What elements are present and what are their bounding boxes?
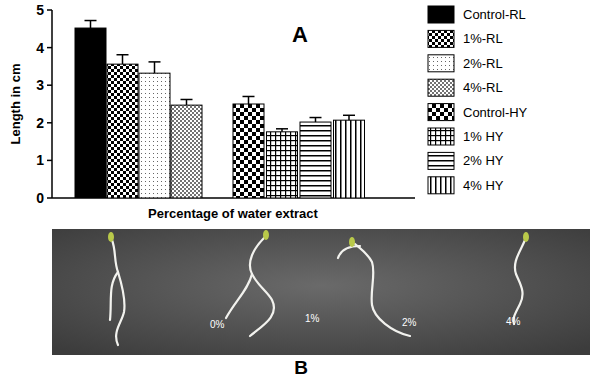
- error-bar: [181, 99, 193, 105]
- y-tick: [47, 84, 52, 86]
- error-bar: [85, 21, 97, 29]
- bar: [75, 28, 106, 198]
- chart: A 0 1 2 3 4 5 Length in cm Percentage of water e…: [0, 0, 593, 379]
- legend-label: 1% HY: [463, 129, 504, 144]
- legend-swatch: [428, 30, 454, 47]
- legend-swatch: [428, 6, 454, 23]
- y-tick-label: 3: [36, 77, 44, 93]
- panel-title: A: [292, 22, 308, 47]
- panel-label: B: [294, 357, 308, 378]
- legend-label: 4% HY: [463, 178, 504, 193]
- bar: [139, 73, 170, 198]
- bar: [334, 120, 365, 198]
- error-bar: [117, 55, 129, 64]
- y-tick-label: 5: [36, 2, 44, 18]
- seedling-label: 1%: [305, 313, 320, 324]
- seedling-label: 4%: [506, 316, 521, 327]
- bar: [300, 122, 331, 198]
- figure: A 0 1 2 3 4 5 Length in cm Percentage of water e…: [0, 0, 593, 379]
- seedling-photo: [52, 229, 590, 355]
- y-axis-label: Length in cm: [8, 64, 23, 145]
- legend-swatch: [428, 104, 454, 121]
- error-bar: [343, 115, 355, 120]
- seedling-label: 0%: [210, 319, 225, 330]
- bar: [171, 105, 202, 198]
- legend-label: 1%-RL: [463, 31, 503, 46]
- bar: [267, 132, 298, 198]
- error-bar: [243, 96, 255, 104]
- legend-swatch: [428, 55, 454, 72]
- legend-label: 2%-RL: [463, 56, 503, 71]
- legend-label: 4%-RL: [463, 80, 503, 95]
- legend-label: 2% HY: [463, 153, 504, 168]
- y-tick-label: 1: [36, 152, 44, 168]
- y-axis: [51, 10, 53, 198]
- legend-swatch: [428, 128, 454, 145]
- legend-label: Control-RL: [463, 7, 526, 22]
- legend-label: Control-HY: [463, 105, 528, 120]
- y-tick: [47, 197, 52, 199]
- seedling-label: 2%: [402, 317, 417, 328]
- y-tick-label: 0: [36, 190, 44, 206]
- legend: Control-RL 1%-RL 2%-RL 4%-RL Control-HY 1% HY…: [428, 6, 528, 194]
- y-tick-label: 4: [36, 40, 44, 56]
- y-tick-label: 2: [36, 115, 44, 131]
- y-tick: [47, 47, 52, 49]
- bar: [233, 104, 264, 198]
- bar: [107, 64, 138, 198]
- legend-swatch: [428, 79, 454, 96]
- error-bar: [149, 62, 161, 73]
- y-tick: [47, 160, 52, 162]
- legend-swatch: [428, 152, 454, 169]
- x-axis-label: Percentage of water extract: [148, 206, 318, 221]
- error-bar: [310, 118, 322, 123]
- legend-swatch: [428, 177, 454, 194]
- y-tick: [47, 122, 52, 124]
- y-tick: [47, 9, 52, 11]
- bars: [75, 21, 365, 198]
- error-bar: [276, 129, 288, 132]
